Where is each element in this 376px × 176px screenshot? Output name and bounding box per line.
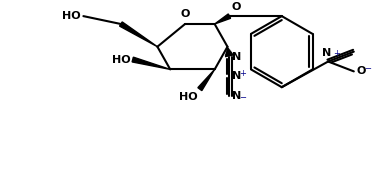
Text: O: O	[357, 66, 366, 76]
Text: O: O	[180, 9, 190, 19]
Polygon shape	[132, 57, 170, 69]
Text: HO: HO	[179, 92, 198, 102]
Text: N: N	[232, 91, 242, 101]
Text: HO: HO	[62, 11, 80, 21]
Text: +: +	[239, 69, 246, 78]
Text: HO: HO	[112, 55, 131, 65]
Text: N: N	[232, 71, 242, 81]
Polygon shape	[120, 22, 158, 47]
Text: +: +	[333, 49, 340, 58]
Polygon shape	[215, 14, 230, 24]
Text: O: O	[231, 2, 241, 12]
Text: N: N	[232, 52, 242, 62]
Text: N: N	[321, 48, 331, 58]
Text: −: −	[364, 64, 371, 73]
Text: −: −	[239, 93, 246, 103]
Polygon shape	[198, 69, 215, 91]
